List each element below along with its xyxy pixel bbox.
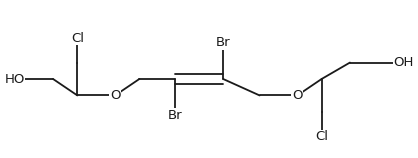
Text: OH: OH (393, 56, 414, 69)
Text: O: O (292, 89, 303, 102)
Text: Br: Br (216, 36, 230, 49)
Text: HO: HO (4, 73, 25, 85)
Text: Br: Br (167, 109, 182, 122)
Text: O: O (110, 89, 120, 102)
Text: Cl: Cl (71, 32, 84, 45)
Text: Cl: Cl (315, 131, 328, 143)
